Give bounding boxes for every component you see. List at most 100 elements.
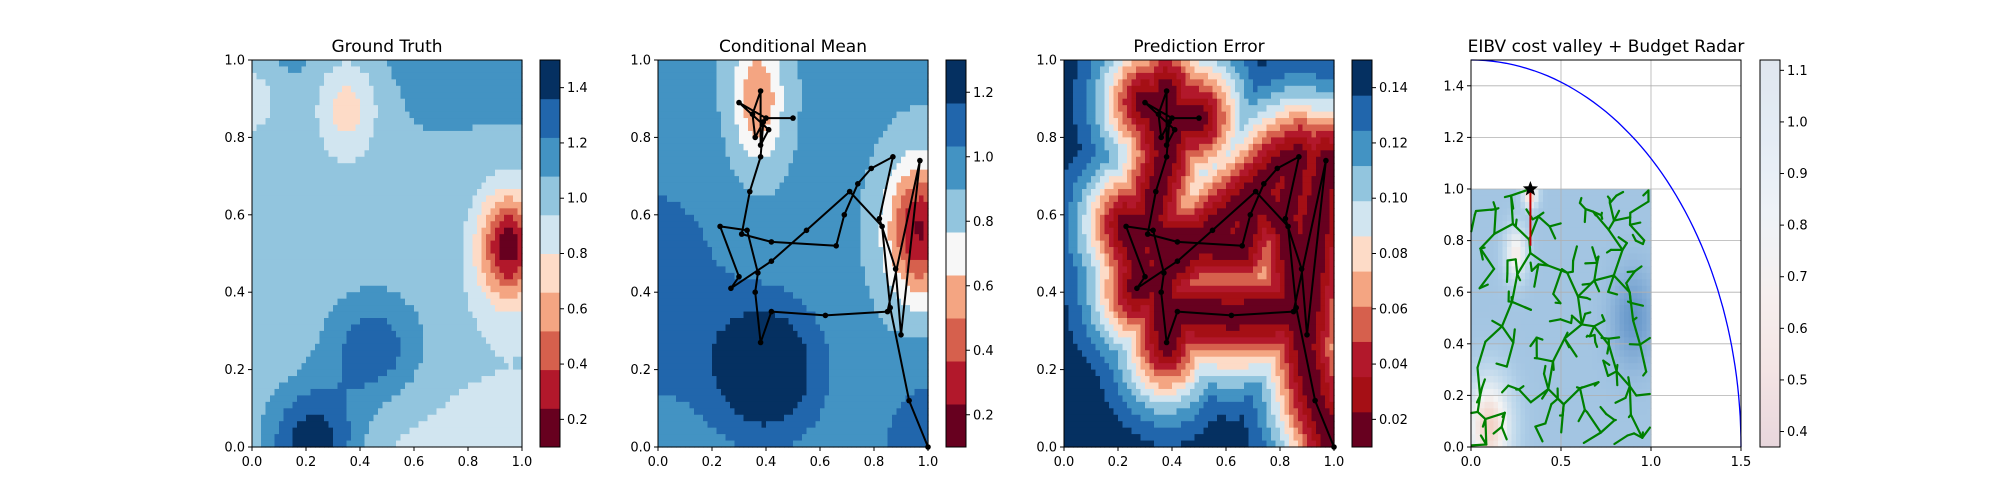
field-cell	[689, 369, 695, 377]
field-cell	[504, 92, 510, 100]
field-cell	[667, 130, 673, 138]
field-cell	[689, 285, 695, 293]
field-cell	[315, 72, 321, 80]
field-cell	[667, 124, 673, 132]
field-cell	[333, 208, 339, 216]
field-cell	[658, 137, 664, 145]
field-cell	[441, 240, 447, 248]
field-cell	[459, 150, 465, 158]
field-cell	[405, 259, 411, 267]
field-cell	[730, 118, 736, 126]
field-cell	[432, 266, 438, 274]
field-cell	[432, 98, 438, 106]
field-cell	[283, 395, 289, 403]
field-cell	[418, 227, 424, 235]
field-cell	[504, 401, 510, 409]
field-cell	[378, 247, 384, 255]
field-cell	[725, 285, 731, 293]
field-cell	[436, 414, 442, 422]
field-cell	[752, 369, 758, 377]
field-cell	[689, 118, 695, 126]
field-cell	[342, 60, 348, 68]
field-cell	[387, 311, 393, 319]
colorbar-band	[540, 60, 560, 100]
field-cell	[301, 92, 307, 100]
field-cell	[662, 408, 668, 416]
field-cell	[360, 376, 366, 384]
field-cell	[351, 227, 357, 235]
field-cell	[671, 311, 677, 319]
field-cell	[463, 324, 469, 332]
field-cell	[667, 85, 673, 93]
field-cell	[703, 169, 709, 177]
field-cell	[454, 247, 460, 255]
field-cell	[716, 214, 722, 222]
field-cell	[279, 421, 285, 429]
field-cell	[490, 292, 496, 300]
colorbar-tick-label: 0.2	[567, 413, 588, 428]
field-cell	[694, 434, 700, 442]
field-cell	[256, 343, 262, 351]
field-cell	[360, 227, 366, 235]
field-cell	[405, 395, 411, 403]
field-cell	[405, 130, 411, 138]
field-cell	[324, 440, 330, 448]
field-cell	[364, 214, 370, 222]
field-cell	[270, 318, 276, 326]
field-cell	[261, 382, 267, 390]
field-cell	[427, 330, 433, 338]
field-cell	[297, 292, 303, 300]
field-cell	[694, 279, 700, 287]
field-cell	[333, 388, 339, 396]
field-cell	[400, 247, 406, 255]
field-cell	[387, 305, 393, 313]
field-cell	[306, 285, 312, 293]
field-cell	[490, 234, 496, 242]
field-cell	[432, 66, 438, 74]
field-cell	[725, 305, 731, 313]
field-cell	[292, 330, 298, 338]
field-cell	[265, 130, 271, 138]
field-cell	[486, 259, 492, 267]
field-cell	[342, 259, 348, 267]
field-cell	[685, 130, 691, 138]
field-cell	[445, 350, 451, 358]
field-cell	[288, 343, 294, 351]
field-cell	[454, 324, 460, 332]
field-cell	[441, 337, 447, 345]
field-cell	[680, 330, 686, 338]
field-cell	[477, 214, 483, 222]
field-cell	[283, 388, 289, 396]
field-cell	[757, 60, 763, 68]
field-cell	[418, 98, 424, 106]
field-cell	[477, 266, 483, 274]
field-cell	[454, 201, 460, 209]
field-cell	[301, 247, 307, 255]
field-cell	[351, 72, 357, 80]
field-cell	[301, 395, 307, 403]
field-cell	[360, 318, 366, 326]
field-cell	[328, 427, 334, 435]
field-cell	[743, 434, 749, 442]
field-cell	[382, 189, 388, 197]
field-cell	[468, 298, 474, 306]
field-cell	[472, 376, 478, 384]
field-cell	[667, 72, 673, 80]
field-cell	[319, 434, 325, 442]
field-cell	[499, 369, 505, 377]
field-cell	[662, 143, 668, 151]
field-cell	[689, 376, 695, 384]
field-cell	[310, 395, 316, 403]
field-cell	[292, 105, 298, 113]
field-cell	[477, 176, 483, 184]
field-cell	[292, 408, 298, 416]
field-cell	[748, 382, 754, 390]
field-cell	[454, 130, 460, 138]
field-cell	[387, 176, 393, 184]
field-cell	[387, 124, 393, 132]
field-cell	[378, 376, 384, 384]
field-cell	[315, 143, 321, 151]
field-cell	[495, 124, 501, 132]
field-cell	[739, 66, 745, 74]
field-cell	[342, 382, 348, 390]
